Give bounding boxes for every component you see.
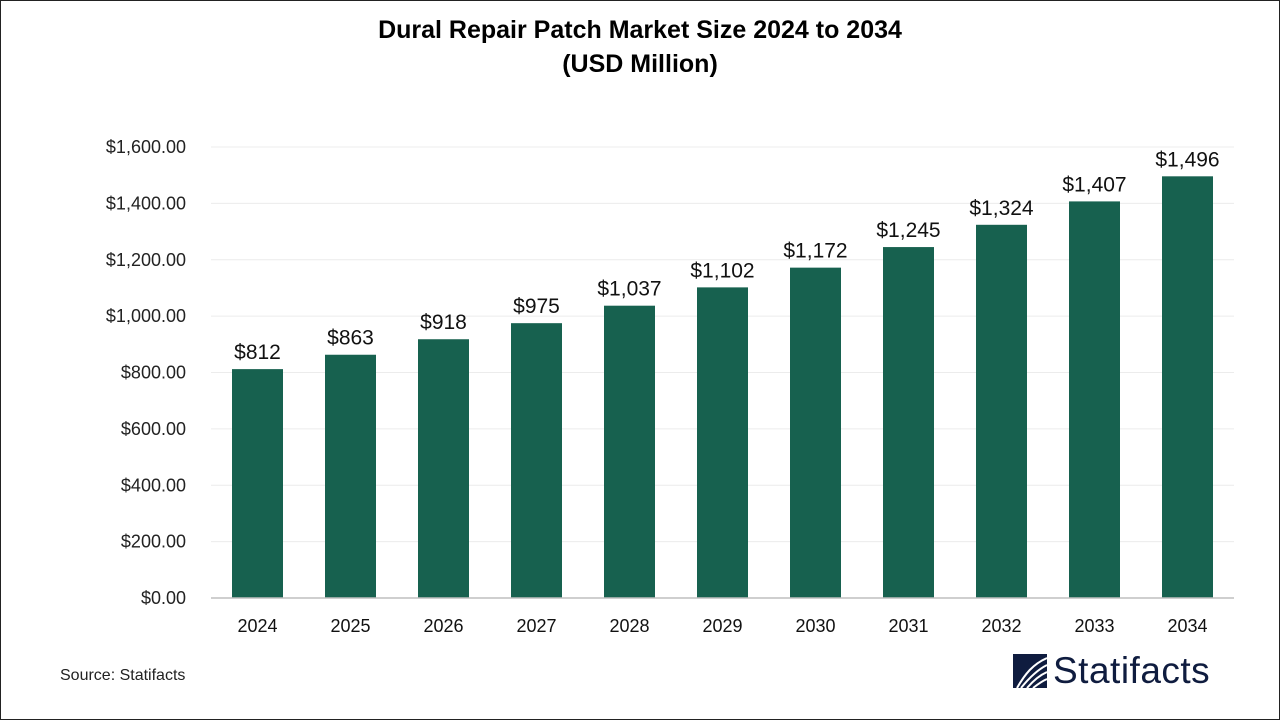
y-tick-label: $400.00 [121,475,186,495]
data-label: $812 [234,341,281,364]
logo-text: Statifacts [1053,650,1211,691]
bar-2030 [790,267,841,598]
x-tick-label: 2026 [423,616,463,636]
y-tick-label: $800.00 [121,363,186,383]
x-tick-label: 2025 [330,616,370,636]
bar-2029 [697,287,748,598]
data-label: $1,245 [876,219,940,242]
source-note: Source: Statifacts [60,667,186,684]
y-tick-label: $1,600.00 [106,137,186,157]
y-tick-label: $1,000.00 [106,306,186,326]
bar-2034 [1162,176,1213,598]
data-label: $1,102 [690,259,754,282]
x-tick-label: 2034 [1167,616,1207,636]
logo-icon [1013,654,1047,688]
data-label: $1,037 [597,278,661,301]
x-tick-label: 2024 [237,616,277,636]
data-label: $1,407 [1062,173,1126,196]
y-tick-label: $0.00 [141,588,186,608]
chart-subtitle: (USD Million) [562,50,718,78]
bar-2024 [232,369,283,598]
y-tick-label: $600.00 [121,419,186,439]
statifacts-logo: Statifacts [1013,650,1210,692]
data-label: $975 [513,295,560,318]
x-tick-label: 2027 [516,616,556,636]
data-label: $863 [327,327,374,350]
bar-2032 [976,224,1027,599]
bar-2027 [511,323,562,598]
bar-2026 [418,339,469,598]
bar-2031 [883,247,934,599]
y-tick-label: $1,400.00 [106,193,186,213]
x-tick-label: 2030 [795,616,835,636]
y-tick-label: $1,200.00 [106,250,186,270]
x-tick-label: 2028 [609,616,649,636]
bar-2028 [604,305,655,598]
x-tick-label: 2033 [1074,616,1114,636]
x-tick-label: 2032 [981,616,1021,636]
x-tick-label: 2031 [888,616,928,636]
data-label: $918 [420,311,467,334]
bar-2033 [1069,201,1120,599]
chart-title: Dural Repair Patch Market Size 2024 to 2… [378,16,902,44]
data-label: $1,496 [1155,148,1219,171]
x-tick-label: 2029 [702,616,742,636]
data-label: $1,324 [969,197,1034,220]
bar-2025 [325,354,376,598]
data-label: $1,172 [783,240,847,263]
y-tick-label: $200.00 [121,532,186,552]
